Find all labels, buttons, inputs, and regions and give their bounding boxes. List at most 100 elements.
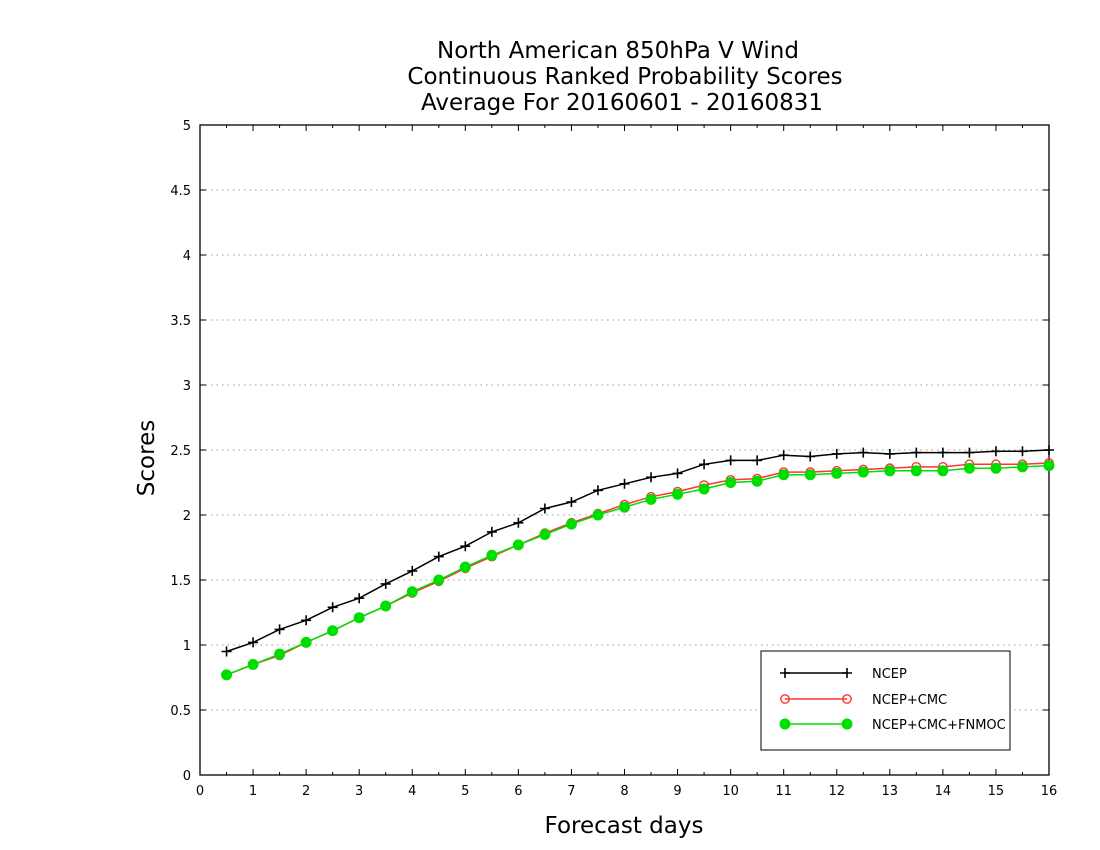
y-tick-label: 3 <box>183 379 191 394</box>
x-tick-label: 14 <box>935 784 952 799</box>
series-line <box>226 462 1050 676</box>
data-point <box>804 469 816 481</box>
data-point <box>910 465 922 477</box>
data-point <box>513 517 524 528</box>
x-tick-label: 10 <box>722 784 739 799</box>
chart-title-line-2: Continuous Ranked Probability Scores <box>407 64 842 90</box>
y-tick-label: 0 <box>183 769 191 784</box>
legend-marker <box>841 718 853 730</box>
grid <box>200 189 1049 711</box>
data-point <box>327 625 339 637</box>
legend-label: NCEP+CMC <box>872 693 947 708</box>
data-point <box>460 541 471 552</box>
data-point <box>990 462 1002 474</box>
data-point <box>354 593 365 604</box>
series-ncep <box>221 445 1054 657</box>
data-point <box>221 646 232 657</box>
data-point <box>301 615 312 626</box>
data-point <box>778 469 790 481</box>
data-point <box>963 462 975 474</box>
legend: NCEP NCEP+CMC NCEP+CMC+FNMOC <box>760 650 1011 751</box>
y-tick-label: 4 <box>183 249 191 264</box>
data-point <box>672 468 683 479</box>
y-tick-label: 1 <box>183 639 191 654</box>
data-point <box>380 578 391 589</box>
x-tick-label: 15 <box>988 784 1005 799</box>
data-point <box>486 526 497 537</box>
data-point <box>884 465 896 477</box>
x-axis-label: Forecast days <box>545 813 704 839</box>
data-point <box>672 488 684 500</box>
axis-ticks: 0 1 2 3 4 5 6 7 8 9 10 11 12 13 14 15 1600.511.522.533.5… <box>170 119 1057 799</box>
data-point <box>937 465 949 477</box>
data-point <box>752 455 763 466</box>
y-tick-label: 0.5 <box>170 704 191 719</box>
data-point <box>459 561 471 573</box>
legend-marker <box>779 718 791 730</box>
x-tick-label: 5 <box>461 784 469 799</box>
data-point <box>831 448 842 459</box>
series-group <box>221 445 1055 681</box>
y-tick-label: 4.5 <box>170 184 191 199</box>
data-point <box>1017 446 1028 457</box>
data-point <box>566 497 577 507</box>
legend-item: NCEP <box>780 667 907 682</box>
y-tick-label: 1.5 <box>170 574 191 589</box>
chart-title: North American 850hPa V Wind Continuous … <box>407 38 842 116</box>
data-point <box>778 450 789 461</box>
data-point <box>805 451 816 462</box>
data-point <box>380 600 392 612</box>
x-tick-label: 11 <box>775 784 792 799</box>
data-point <box>645 493 657 505</box>
data-point <box>592 485 603 496</box>
legend-item: NCEP+CMC <box>780 693 947 708</box>
series-ncep-cmc-fnmoc <box>221 460 1055 681</box>
data-point <box>406 586 418 598</box>
chart-title-line-3: Average For 20160601 - 20160831 <box>421 90 823 116</box>
data-point <box>274 624 285 635</box>
data-point <box>619 501 630 513</box>
data-point <box>858 447 869 458</box>
data-point <box>247 659 259 670</box>
data-point <box>327 602 338 613</box>
chart-title-line-1: North American 850hPa V Wind <box>437 38 799 64</box>
data-point <box>1043 460 1055 472</box>
legend-marker <box>780 668 790 678</box>
legend-label: NCEP+CMC+FNMOC <box>872 718 1006 733</box>
data-point <box>751 475 763 487</box>
data-point <box>990 446 1001 457</box>
data-point <box>725 477 737 488</box>
y-tick-label: 5 <box>183 119 191 134</box>
data-point <box>300 636 312 648</box>
legend-marker <box>780 694 790 704</box>
x-tick-label: 13 <box>882 784 899 799</box>
x-tick-label: 8 <box>620 784 628 799</box>
legend-box <box>760 650 1011 751</box>
data-point <box>486 549 498 561</box>
data-point <box>698 483 710 495</box>
data-point <box>964 447 975 458</box>
data-point <box>831 467 843 479</box>
series-ncep-cmc <box>221 458 1054 680</box>
x-tick-label: 3 <box>355 784 363 799</box>
data-point <box>248 637 259 648</box>
x-tick-label: 16 <box>1041 784 1058 799</box>
data-point <box>274 648 286 660</box>
data-point <box>512 539 524 551</box>
data-point <box>911 447 922 458</box>
data-point <box>221 669 233 681</box>
legend-marker <box>842 668 852 678</box>
x-tick-label: 4 <box>408 784 416 799</box>
data-point <box>619 478 630 489</box>
data-point <box>539 503 550 514</box>
series-line <box>226 464 1050 676</box>
x-tick-label: 12 <box>828 784 845 799</box>
data-point <box>1016 461 1028 473</box>
legend-label: NCEP <box>872 667 907 682</box>
y-tick-label: 3.5 <box>170 314 191 329</box>
x-tick-label: 1 <box>249 784 257 799</box>
y-axis-label: Scores <box>134 420 160 496</box>
data-point <box>725 455 736 466</box>
data-point <box>433 574 445 586</box>
